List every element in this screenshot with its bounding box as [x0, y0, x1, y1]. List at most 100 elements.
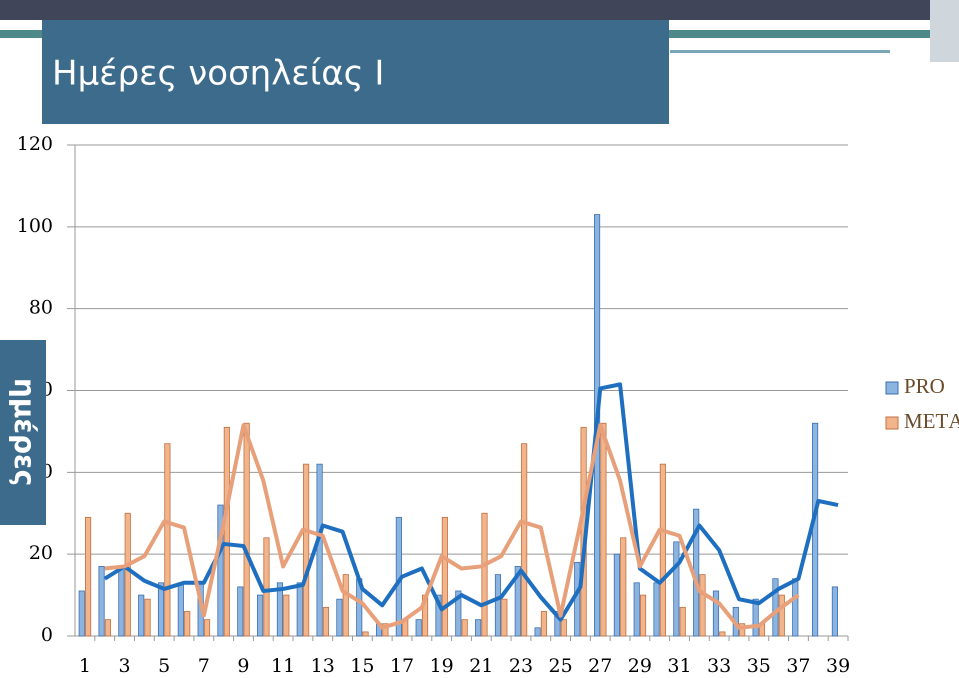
y-tick-label: 20: [29, 542, 53, 564]
bar: [501, 598, 508, 637]
chart-title: Ημέρες νοσηλείας Ι: [52, 54, 384, 94]
bar: [739, 623, 746, 637]
bar: [712, 590, 720, 637]
bar: [157, 582, 165, 637]
bar: [243, 422, 250, 637]
x-tick-label: 23: [509, 655, 533, 677]
bar: [620, 537, 627, 637]
legend-swatch: [885, 416, 899, 430]
y-tick-label: 100: [17, 215, 53, 237]
bar: [812, 422, 819, 637]
bar: [164, 443, 171, 637]
bar: [276, 582, 284, 637]
bar: [257, 594, 264, 637]
y-label-box: [0, 340, 46, 525]
x-tick-label: 25: [549, 655, 573, 677]
x-tick-label: 29: [628, 655, 652, 677]
y-tick-label: 120: [17, 133, 53, 155]
bar: [283, 594, 290, 637]
bar: [342, 574, 349, 637]
bar: [217, 504, 224, 637]
bar: [514, 566, 521, 637]
bar: [560, 619, 567, 637]
x-tick-label: 1: [79, 655, 91, 677]
bar: [475, 619, 482, 637]
bar: [78, 590, 85, 637]
x-tick-label: 3: [119, 655, 131, 677]
bar: [184, 611, 191, 637]
bar: [481, 512, 488, 637]
bar: [203, 619, 211, 637]
y-tick-label: 0: [41, 624, 53, 646]
bar: [673, 541, 680, 637]
x-tick-label: 31: [667, 655, 691, 677]
bar: [98, 566, 105, 637]
x-tick-label: 11: [271, 655, 295, 677]
bar: [138, 594, 145, 637]
x-tick-label: 19: [430, 655, 454, 677]
bar: [778, 594, 785, 637]
plot: 0204060801001201357911131517192123252729…: [17, 133, 850, 677]
legend-label: METΑ: [904, 409, 959, 433]
bar: [415, 619, 422, 637]
trend-line: [103, 382, 839, 622]
bar: [223, 426, 230, 637]
x-tick-label: 7: [198, 655, 210, 677]
x-tick-label: 5: [158, 655, 170, 677]
bar: [144, 598, 151, 637]
bar: [303, 463, 310, 637]
deco-line: [670, 50, 890, 53]
bar: [237, 586, 244, 637]
bar: [322, 606, 330, 637]
bar: [441, 516, 448, 637]
bar: [177, 582, 184, 637]
title-box: [42, 20, 669, 124]
bar: [124, 512, 131, 637]
top-band: [0, 0, 959, 20]
bar: [554, 611, 561, 637]
bar: [653, 582, 660, 637]
bar: [455, 590, 462, 637]
bar: [639, 594, 647, 637]
bar: [831, 586, 838, 637]
bar: [719, 631, 726, 637]
bar: [435, 594, 442, 637]
bar: [118, 566, 125, 637]
bar: [382, 623, 389, 637]
trend-line: [104, 423, 800, 630]
bar: [494, 574, 502, 637]
x-tick-label: 35: [747, 655, 771, 677]
bar: [461, 619, 468, 637]
x-tick-label: 33: [707, 655, 731, 677]
bar: [296, 582, 303, 637]
x-tick-label: 15: [350, 655, 374, 677]
legend-swatch: [885, 381, 899, 395]
bar: [613, 553, 620, 637]
bar: [534, 627, 541, 637]
legend-label: PRO: [904, 374, 945, 398]
y-tick-label: 80: [29, 297, 53, 319]
deco-block: [930, 0, 959, 62]
x-tick-label: 17: [390, 655, 414, 677]
bar: [633, 582, 640, 637]
bar: [699, 574, 706, 637]
bar: [540, 611, 548, 637]
bar: [521, 443, 528, 637]
bar: [85, 516, 92, 637]
bar: [600, 422, 607, 637]
bar: [679, 606, 686, 637]
x-tick-label: 9: [237, 655, 249, 677]
x-tick-label: 21: [469, 655, 493, 677]
x-tick-label: 39: [826, 655, 850, 677]
bar: [104, 619, 111, 637]
bar: [659, 463, 666, 637]
bar: [772, 578, 779, 637]
bar: [574, 561, 581, 637]
y-axis-title: ημέρες: [8, 378, 41, 486]
bar: [336, 598, 343, 637]
x-tick-label: 27: [588, 655, 612, 677]
bar: [263, 537, 270, 637]
bar: [362, 631, 369, 637]
